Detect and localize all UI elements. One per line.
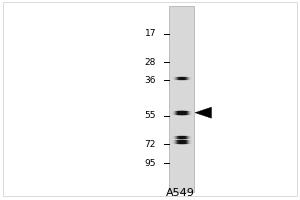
Text: 72: 72: [145, 140, 156, 149]
Text: 95: 95: [145, 159, 156, 168]
Text: 36: 36: [145, 76, 156, 85]
Text: 28: 28: [145, 58, 156, 67]
Text: 55: 55: [145, 111, 156, 120]
Text: 17: 17: [145, 29, 156, 38]
Polygon shape: [195, 107, 211, 118]
Bar: [169, 6, 194, 192]
Text: A549: A549: [166, 188, 194, 198]
